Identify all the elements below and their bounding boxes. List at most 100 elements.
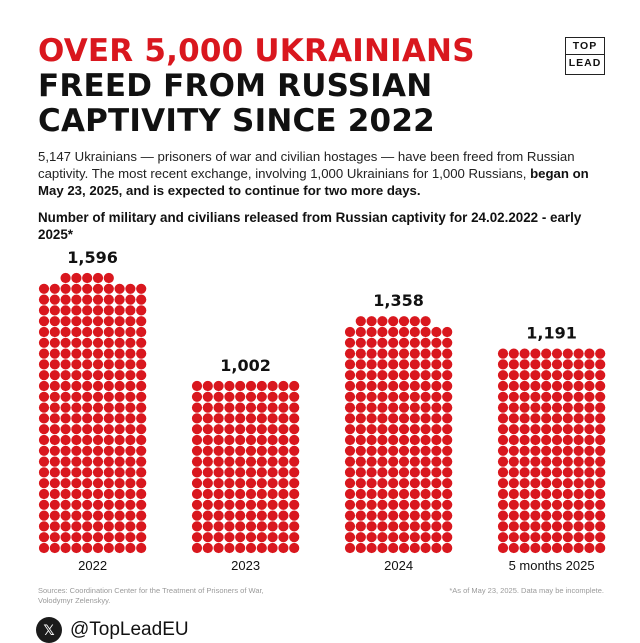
bar-dot xyxy=(114,456,125,467)
bar-dot xyxy=(519,478,530,489)
bar-dot xyxy=(82,305,93,316)
bar-dot xyxy=(541,542,552,554)
bar-dot xyxy=(125,488,136,500)
bar-dot xyxy=(573,380,584,392)
bar-dot xyxy=(595,391,606,402)
bar-dot xyxy=(213,380,224,392)
bar-dot xyxy=(103,380,114,392)
bar-dot xyxy=(92,521,104,532)
bar-dot xyxy=(60,532,71,543)
bar-dot xyxy=(125,348,136,359)
bar-dot xyxy=(267,521,278,532)
bar-dot xyxy=(71,359,82,370)
bar-dot xyxy=(409,402,420,413)
bar-dot xyxy=(420,445,431,456)
bar-dot xyxy=(38,456,50,467)
bar-dot xyxy=(584,424,595,435)
bar-dot xyxy=(114,499,125,510)
bar-dot xyxy=(497,456,509,467)
bar-dot xyxy=(103,348,114,359)
bar-dot xyxy=(595,532,606,543)
bar-dot xyxy=(125,424,136,435)
bar-dot xyxy=(38,402,50,413)
bar-dot xyxy=(136,424,147,435)
bar-dot xyxy=(519,456,530,467)
bar-dot xyxy=(431,499,442,510)
bar-dot xyxy=(508,478,519,489)
bar-dot xyxy=(103,402,114,413)
bar-dot xyxy=(125,467,136,478)
bar-dot xyxy=(49,445,60,456)
bar-dot xyxy=(497,348,509,359)
bar-5-months-2025 xyxy=(497,348,606,554)
bar-dot xyxy=(409,521,420,532)
bar-dot xyxy=(519,424,530,435)
bar-dot xyxy=(431,348,442,359)
bar-dot xyxy=(398,532,410,543)
bar-dot xyxy=(125,478,136,489)
bar-dot xyxy=(366,380,377,392)
top-lead-logo: TOP LEAD xyxy=(565,37,605,75)
bar-dot xyxy=(92,305,104,316)
bar-dot xyxy=(530,488,541,500)
bar-dot xyxy=(420,424,431,435)
bar-dot xyxy=(541,348,552,359)
bar-dot xyxy=(377,542,388,554)
bar-dot xyxy=(530,370,541,381)
bar-dot xyxy=(377,326,388,338)
bar-dot xyxy=(541,359,552,370)
bar-dot xyxy=(595,488,606,500)
bar-dot xyxy=(213,456,224,467)
bar-dot xyxy=(136,316,147,327)
bar-dot xyxy=(497,467,509,478)
bar-dot xyxy=(344,478,356,489)
bar-dot xyxy=(256,380,267,392)
bar-dot xyxy=(49,521,60,532)
bar-dot xyxy=(245,413,257,424)
bar-dot xyxy=(573,532,584,543)
bar-dot xyxy=(103,499,114,510)
bar-dot xyxy=(60,305,71,316)
bar-dot xyxy=(551,467,563,478)
bar-dot xyxy=(103,283,114,294)
bar-dot xyxy=(136,488,147,500)
social-handle[interactable]: 𝕏 @TopLeadEU xyxy=(36,617,189,643)
bar-dot xyxy=(497,532,509,543)
bar-dot xyxy=(508,359,519,370)
bar-dot xyxy=(278,456,289,467)
bar-dot xyxy=(125,434,136,446)
bar-dot xyxy=(136,359,147,370)
bar-dot xyxy=(136,499,147,510)
bar-dot xyxy=(442,424,453,435)
bar-dot xyxy=(103,391,114,402)
bar-dot xyxy=(235,391,246,402)
bar-dot xyxy=(267,499,278,510)
bar-dot xyxy=(409,337,420,348)
bar-dot xyxy=(431,532,442,543)
bar-dot xyxy=(366,348,377,359)
bar-dot xyxy=(530,532,541,543)
bar-dot xyxy=(38,370,50,381)
bar-dot xyxy=(224,488,235,500)
bar-dot xyxy=(267,532,278,543)
bar-dot xyxy=(38,499,50,510)
bar-dot xyxy=(60,499,71,510)
bar-dot xyxy=(49,402,60,413)
bar-dot xyxy=(224,434,235,446)
bar-dot xyxy=(213,391,224,402)
bar-dot xyxy=(442,456,453,467)
bar-dot xyxy=(420,337,431,348)
headline-line-2: FREED FROM RUSSIAN xyxy=(38,68,433,104)
bar-dot xyxy=(125,326,136,338)
bar-dot xyxy=(136,402,147,413)
bar-dot xyxy=(114,316,125,327)
bar-dot xyxy=(235,521,246,532)
bar-dot xyxy=(71,542,82,554)
bar-dot xyxy=(82,521,93,532)
bar-dot xyxy=(355,413,366,424)
intro-paragraph: 5,147 Ukrainians — prisoners of war and … xyxy=(38,148,618,199)
bar-dot xyxy=(49,488,60,500)
bar-dot xyxy=(595,380,606,392)
bar-dot xyxy=(71,294,82,305)
bar-dot xyxy=(136,542,147,554)
